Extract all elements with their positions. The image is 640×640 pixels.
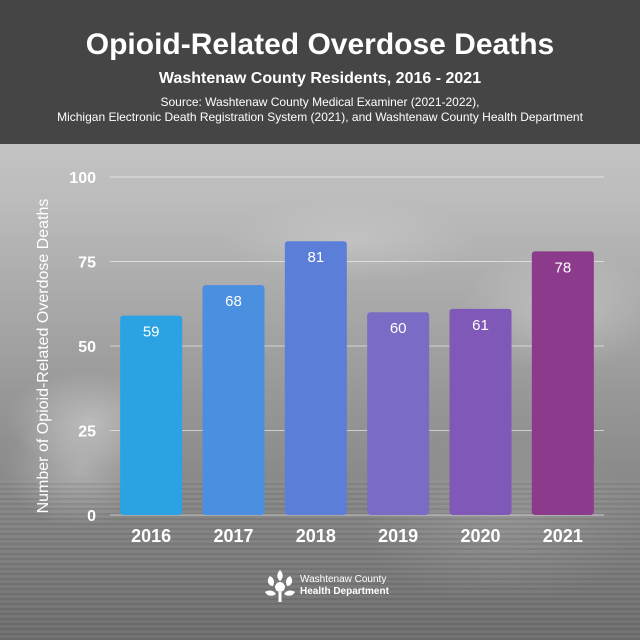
y-axis-ticks: 0 25 50 75 100 (69, 170, 96, 525)
source-line-2: Michigan Electronic Death Registration S… (57, 110, 583, 124)
y-tick-label: 100 (69, 170, 96, 187)
logo-line-2: Health Department (300, 586, 389, 597)
source-line-1: Source: Washtenaw County Medical Examine… (160, 95, 480, 109)
data-labels: 59 68 81 60 61 78 (143, 249, 571, 340)
chart-source: Source: Washtenaw County Medical Examine… (0, 95, 640, 125)
data-label-2020: 61 (472, 317, 489, 334)
x-tick-label-2021: 2021 (543, 526, 583, 546)
x-tick-label-2017: 2017 (213, 526, 253, 546)
y-axis-label: Number of Opioid-Related Overdose Deaths (35, 199, 52, 514)
y-tick-label: 25 (78, 424, 96, 441)
bar-2017 (202, 285, 265, 515)
bar-2021 (531, 251, 594, 516)
y-tick-label: 50 (78, 339, 96, 356)
data-label-2021: 78 (554, 259, 571, 276)
bar-2016 (120, 315, 183, 515)
x-tick-label-2019: 2019 (378, 526, 418, 546)
y-tick-label: 0 (87, 508, 96, 525)
bar-2019 (367, 312, 430, 515)
data-label-2016: 59 (143, 324, 160, 341)
x-tick-label-2020: 2020 (460, 526, 500, 546)
x-axis-ticks: 2016 2017 2018 2019 2020 2021 (131, 526, 583, 546)
chart-header: Opioid-Related Overdose Deaths Washtenaw… (0, 0, 640, 144)
x-tick-label-2016: 2016 (131, 526, 171, 546)
data-label-2018: 81 (307, 249, 324, 266)
x-tick-label-2018: 2018 (296, 526, 336, 546)
chart-title: Opioid-Related Overdose Deaths (85, 28, 555, 61)
bar-2020 (449, 308, 512, 515)
bar-2018 (284, 241, 347, 515)
gridlines (110, 176, 604, 516)
health-department-logo: Washtenaw County Health Department (262, 566, 392, 614)
y-tick-label: 75 (78, 255, 96, 272)
data-label-2017: 68 (225, 293, 242, 310)
logo-text: Washtenaw County Health Department (300, 574, 389, 598)
tree-logo-icon (265, 570, 295, 602)
logo-line-1: Washtenaw County (300, 574, 387, 585)
data-label-2019: 60 (390, 320, 407, 337)
chart-subtitle: Washtenaw County Residents, 2016 - 2021 (158, 70, 482, 87)
bars (120, 241, 594, 516)
